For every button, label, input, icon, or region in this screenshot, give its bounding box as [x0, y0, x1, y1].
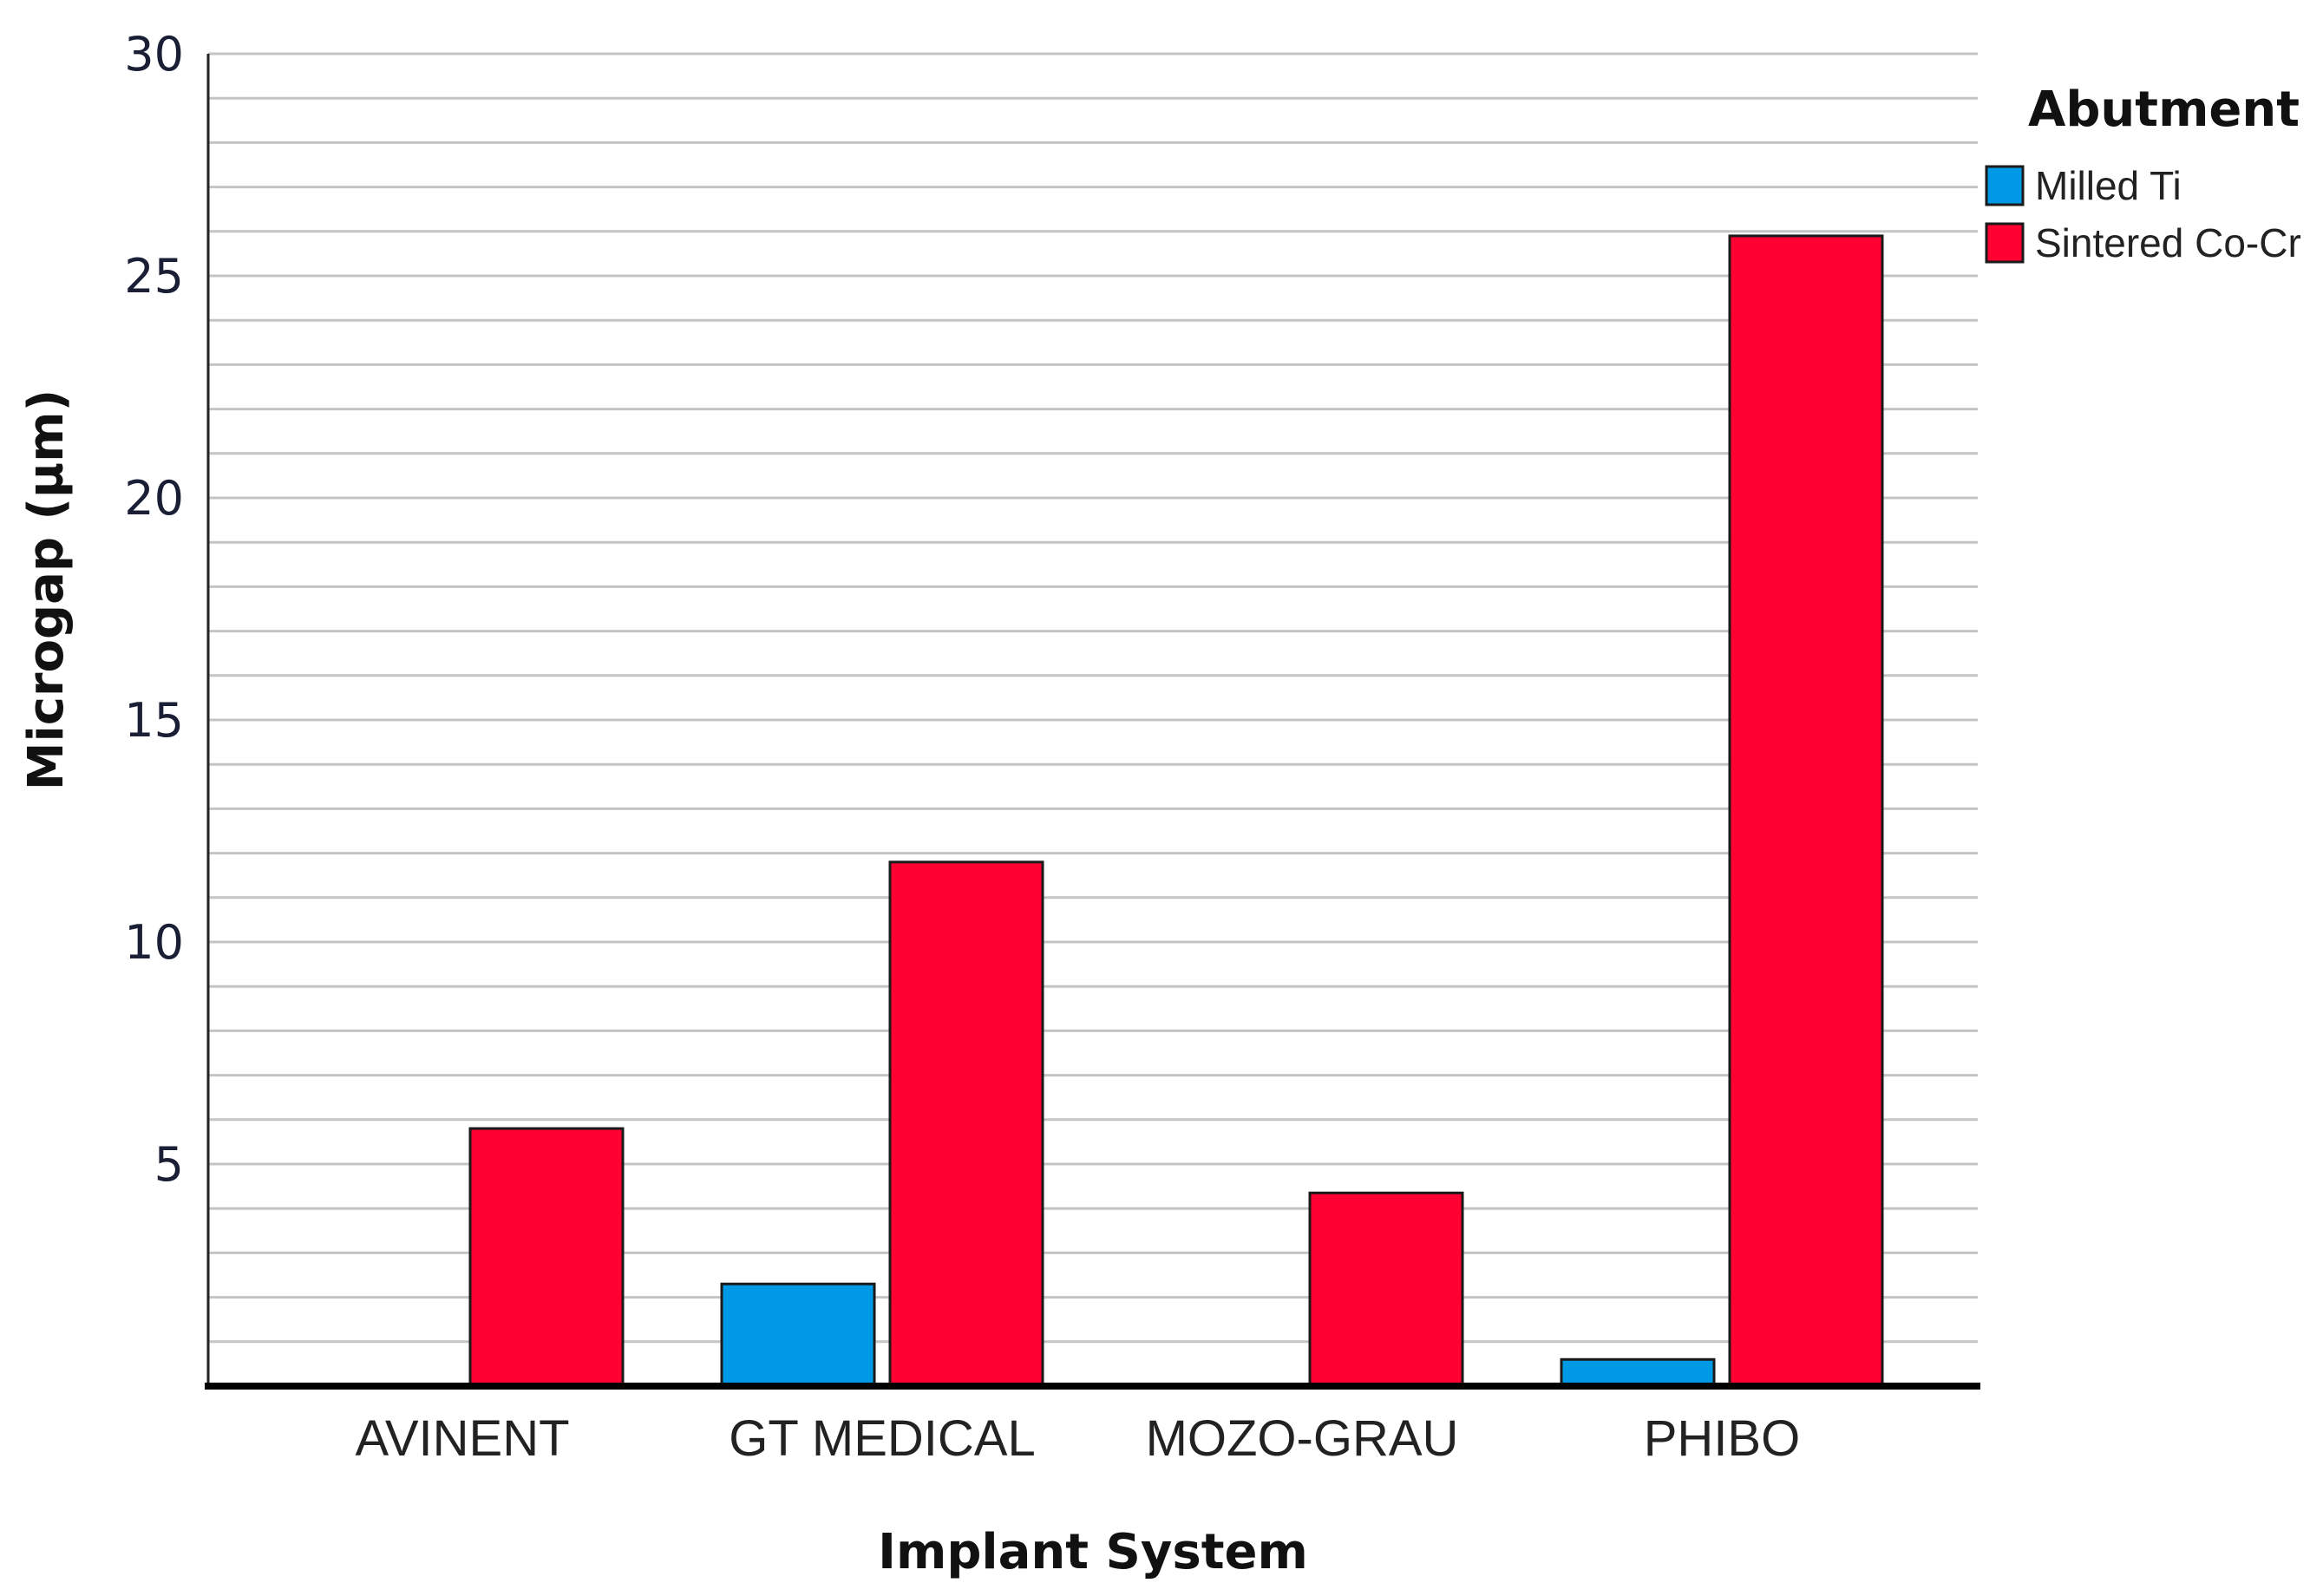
legend-label: Milled Ti: [2035, 163, 2182, 208]
y-tick-labels: 5 10 15 20 25 30: [124, 27, 184, 1192]
y-axis-title: Microgap (µm): [18, 389, 75, 790]
legend-label: Sintered Co-Cr: [2035, 220, 2301, 265]
bar-milled-ti-phibo: [1560, 1357, 1716, 1388]
bar-sintered-co-cr-gt-medical: [888, 860, 1044, 1388]
y-tick-label: 15: [124, 693, 184, 748]
legend-swatch: [1985, 165, 2025, 206]
y-tick-label: 20: [124, 471, 184, 526]
bar-sintered-co-cr-phibo: [1728, 234, 1884, 1388]
bar-sintered-co-cr-avinent: [468, 1127, 625, 1388]
y-tick-label: 30: [124, 27, 184, 82]
bars: [468, 234, 1884, 1388]
x-category-label: GT MEDICAL: [729, 1410, 1035, 1467]
y-tick-label: 5: [154, 1137, 184, 1192]
x-category-label: MOZO-GRAU: [1146, 1410, 1459, 1467]
bar-sintered-co-cr-mozo-grau: [1308, 1191, 1464, 1388]
gridlines: [208, 52, 1978, 1344]
legend-title: Abutment: [2028, 82, 2300, 138]
y-tick-label: 25: [124, 249, 184, 304]
legend-swatch: [1985, 222, 2025, 264]
x-category-labels: AVINENT GT MEDICAL MOZO-GRAU PHIBO: [355, 1410, 1800, 1467]
x-category-label: PHIBO: [1644, 1410, 1801, 1467]
bar-milled-ti-gt-medical: [720, 1282, 876, 1388]
x-category-label: AVINENT: [355, 1410, 569, 1467]
x-axis-title: Implant System: [878, 1524, 1308, 1580]
legend: Abutment Milled Ti Sintered Co-Cr: [1985, 82, 2301, 265]
y-tick-label: 10: [124, 915, 184, 970]
legend-items: Milled Ti Sintered Co-Cr: [1985, 163, 2301, 265]
